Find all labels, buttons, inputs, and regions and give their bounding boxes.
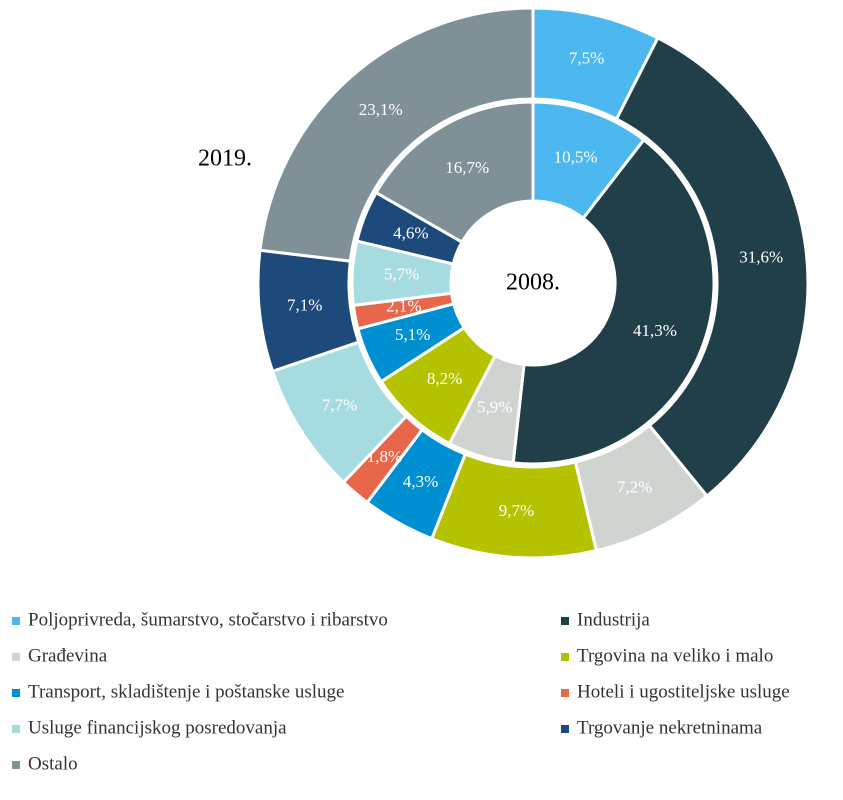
legend-swatch: [561, 653, 569, 661]
legend-label: Trgovanje nekretninama: [577, 717, 763, 738]
data-label: 4,6%: [393, 223, 428, 242]
data-label: 7,7%: [322, 395, 357, 414]
data-label: 7,5%: [569, 49, 604, 68]
legend-label: Hoteli i ugostiteljske usluge: [577, 681, 790, 702]
data-label: 10,5%: [554, 147, 598, 166]
legend-swatch: [561, 689, 569, 697]
donut-segment: [614, 35, 810, 499]
legend-label: Trgovina na veliko i malo: [577, 645, 773, 666]
inner-ring-label: 2008.: [506, 270, 560, 296]
legend-swatch: [561, 725, 569, 733]
data-label: 7,1%: [287, 296, 322, 315]
donut-segment: [511, 137, 716, 466]
legend-swatch: [12, 653, 20, 661]
data-label: 9,7%: [499, 501, 534, 520]
donut-segment: [374, 100, 535, 245]
legend-label: Transport, skladištenje i poštanske uslu…: [28, 681, 344, 702]
legend-swatch: [561, 617, 569, 625]
legend-label: Industrija: [577, 609, 650, 630]
data-label: 41,3%: [633, 321, 677, 340]
data-label: 31,6%: [739, 247, 783, 266]
legend-label: Usluge financijskog posredovanja: [28, 717, 287, 738]
donut-segment: [258, 6, 535, 263]
legend-swatch: [12, 617, 20, 625]
data-label: 23,1%: [359, 100, 403, 119]
data-label: 5,7%: [384, 265, 419, 284]
legend-swatch: [12, 689, 20, 697]
legend-label: Poljoprivreda, šumarstvo, stočarstvo i r…: [28, 609, 388, 630]
legend-label: Građevina: [28, 645, 108, 666]
data-label: 16,7%: [445, 158, 489, 177]
data-label: 7,2%: [617, 478, 652, 497]
legend-swatch: [12, 761, 20, 769]
data-label: 5,1%: [395, 325, 430, 344]
data-label: 5,9%: [477, 398, 512, 417]
outer-ring-label: 2019.: [198, 146, 252, 172]
data-label: 4,3%: [403, 472, 438, 491]
data-label: 1,8%: [367, 447, 402, 466]
legend-label: Ostalo: [28, 753, 78, 774]
legend-swatch: [12, 725, 20, 733]
data-label: 8,2%: [427, 369, 462, 388]
